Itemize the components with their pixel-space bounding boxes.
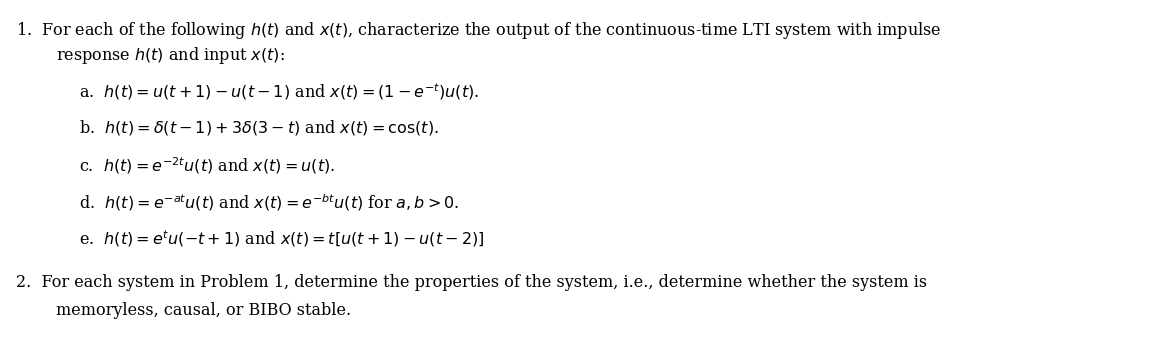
Text: e.  $h(t) = e^{t}u(-t+1)$ and $x(t) = t[u(t+1) - u(t-2)]$: e. $h(t) = e^{t}u(-t+1)$ and $x(t) = t[u… [79, 229, 484, 249]
Text: c.  $h(t) = e^{-2t}u(t)$ and $x(t) = u(t)$.: c. $h(t) = e^{-2t}u(t)$ and $x(t) = u(t)… [79, 155, 335, 176]
Text: d.  $h(t) = e^{-at}u(t)$ and $x(t) = e^{-bt}u(t)$ for $a, b > 0$.: d. $h(t) = e^{-at}u(t)$ and $x(t) = e^{-… [79, 192, 459, 213]
Text: 1.  For each of the following $h(t)$ and $x(t)$, characterize the output of the : 1. For each of the following $h(t)$ and … [16, 20, 942, 41]
Text: b.  $h(t) = \delta(t-1) + 3\delta(3-t)$ and $x(t) = \cos(t)$.: b. $h(t) = \delta(t-1) + 3\delta(3-t)$ a… [79, 118, 440, 137]
Text: a.  $h(t) = u(t+1) - u(t-1)$ and $x(t) = (1 - e^{-t})u(t)$.: a. $h(t) = u(t+1) - u(t-1)$ and $x(t) = … [79, 82, 479, 102]
Text: response $h(t)$ and input $x(t)$:: response $h(t)$ and input $x(t)$: [56, 45, 285, 66]
Text: memoryless, causal, or BIBO stable.: memoryless, causal, or BIBO stable. [56, 302, 352, 319]
Text: 2.  For each system in Problem 1, determine the properties of the system, i.e., : 2. For each system in Problem 1, determi… [16, 274, 927, 291]
